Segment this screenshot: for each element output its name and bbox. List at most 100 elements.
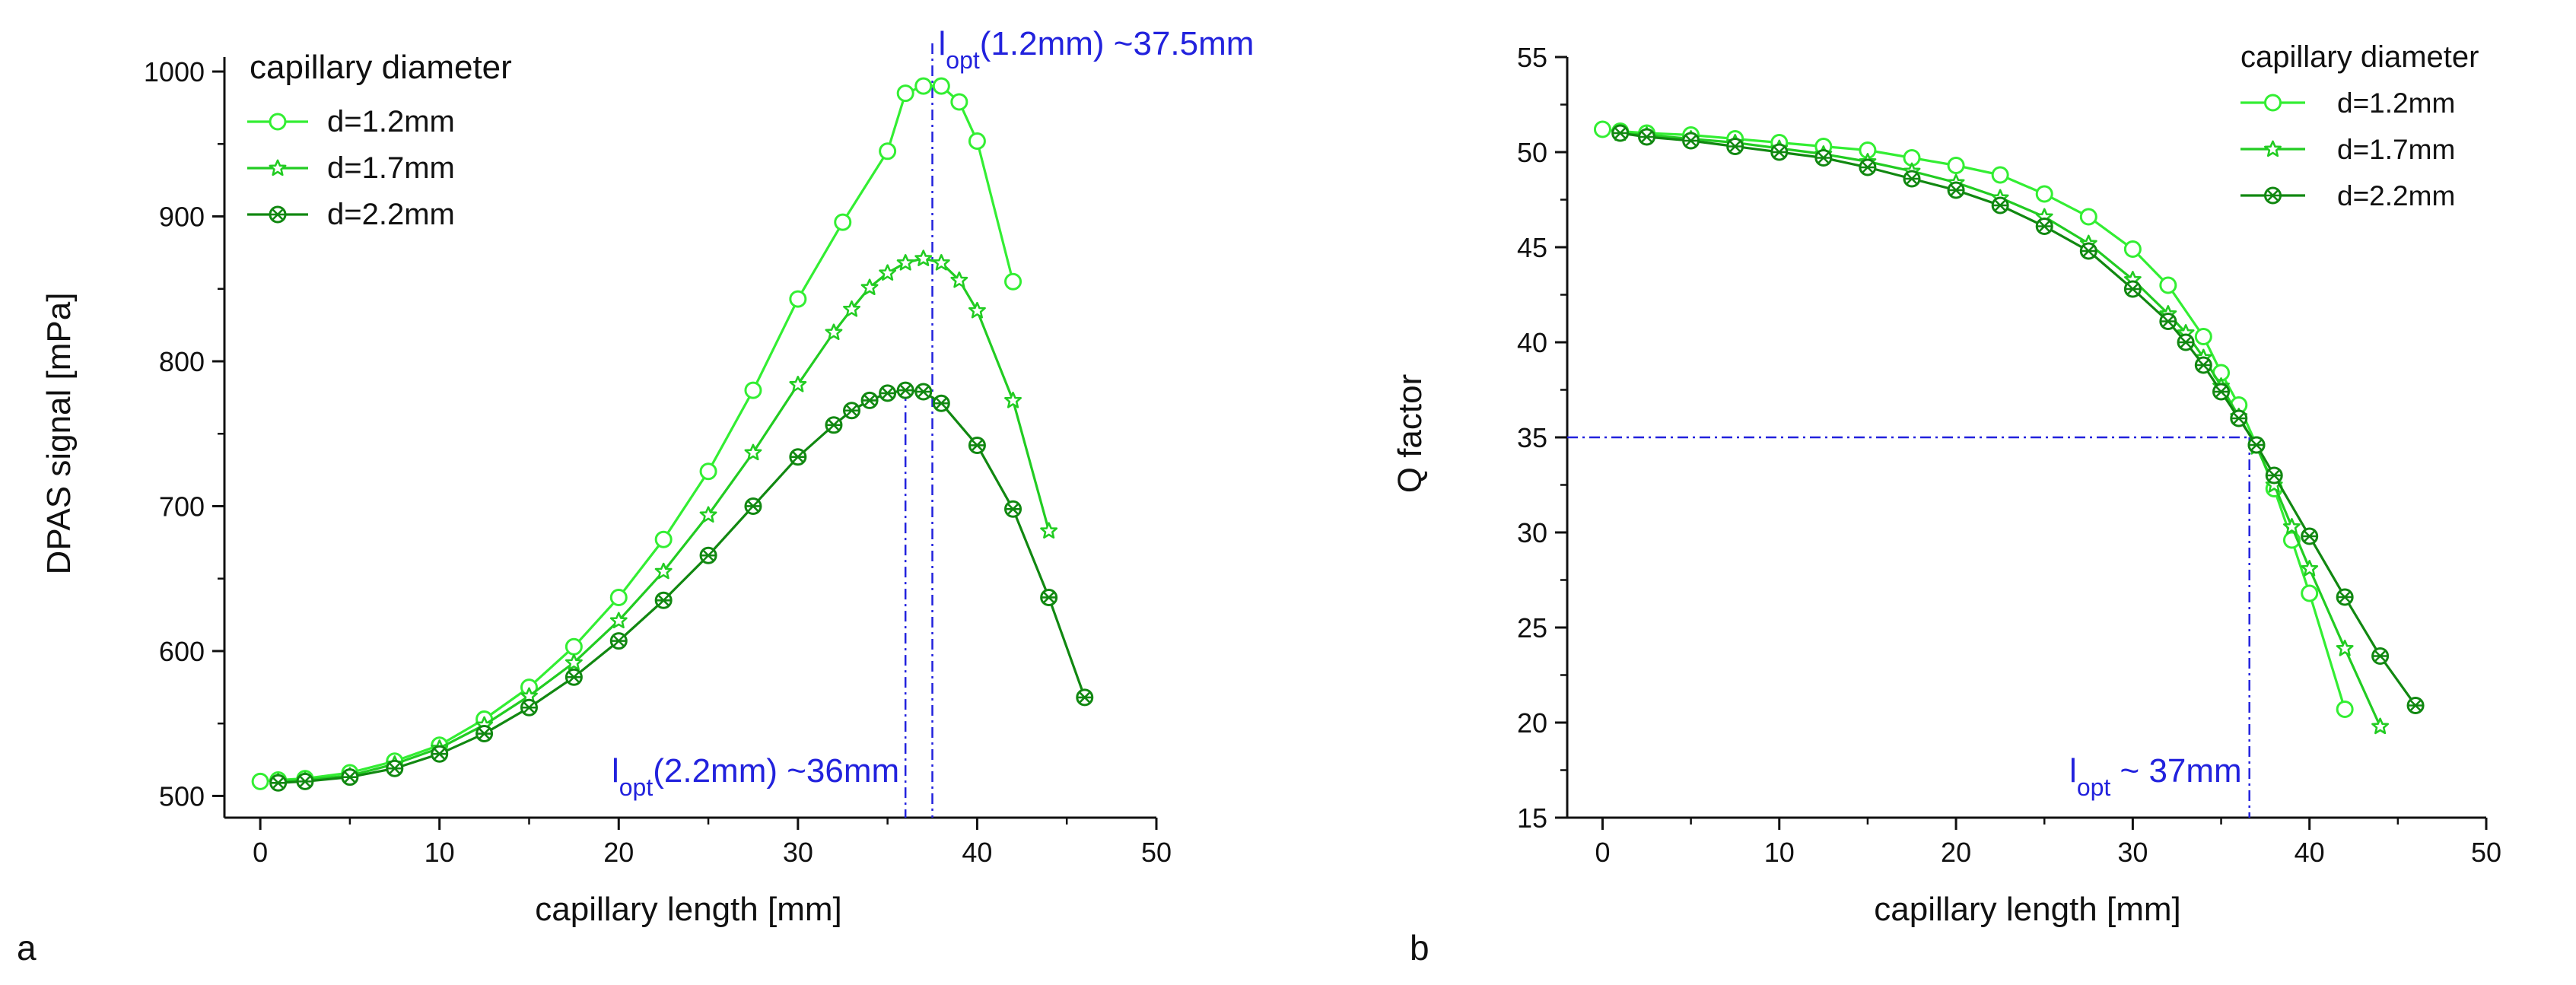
data-point: [1004, 272, 1022, 291]
legend-marker: [269, 113, 287, 131]
data-point: [789, 376, 807, 392]
data-point: [950, 93, 968, 111]
series-line: [259, 84, 1015, 783]
panel-a-axes: 0 10 20 30 40 50 500 600 700 800 900 1000: [144, 56, 1172, 868]
y-tick-label: 55: [1517, 42, 1547, 73]
data-point: [2371, 717, 2390, 735]
data-point: [914, 77, 933, 95]
panel-b-annotations: lopt ~ 37mm: [1567, 436, 2250, 818]
series-line: [1620, 132, 2382, 727]
data-point: [932, 394, 950, 412]
data-point: [1903, 170, 1921, 188]
y-tick-label: 20: [1517, 707, 1547, 739]
x-tick-label: 40: [962, 837, 992, 868]
data-point: [896, 254, 914, 271]
panel-a-legend: capillary diameter d=1.2mm d=1.7mm d=2.2mm: [247, 49, 512, 231]
data-point: [2265, 466, 2283, 485]
legend-label: d=1.2mm: [2337, 87, 2455, 119]
data-point: [654, 591, 673, 609]
data-point: [1947, 181, 1965, 199]
data-point: [879, 142, 897, 160]
data-point: [1726, 138, 1744, 155]
data-point: [2301, 527, 2319, 545]
x-tick-label: 30: [2117, 837, 2148, 868]
legend-label: d=1.2mm: [327, 105, 455, 138]
data-point: [2336, 588, 2354, 606]
data-point: [2035, 185, 2053, 203]
legend-marker: [2264, 186, 2282, 205]
data-point: [1593, 120, 1611, 138]
data-point: [2336, 640, 2354, 656]
data-point: [1004, 391, 1022, 408]
panel-b-legend: capillary diameter d=1.2mm d=1.7mm d=2.2mm: [2240, 40, 2479, 211]
series-d=2.2mm: [269, 381, 1094, 792]
data-point: [1638, 128, 1656, 146]
data-point: [520, 698, 538, 717]
data-point: [2194, 356, 2212, 374]
legend-item: d=2.2mm: [2240, 180, 2455, 211]
x-tick-label: 50: [2471, 837, 2501, 868]
panel-b: 0 10 20 30 40 50 15 20 25 30 35 40 45 50 55 lopt ~ 37m…: [1391, 40, 2501, 968]
legend-label: d=2.2mm: [2337, 180, 2455, 211]
legend-label: d=2.2mm: [327, 198, 455, 231]
data-point: [834, 213, 852, 231]
data-point: [2177, 333, 2195, 351]
lopt-2-2mm-annotation: lopt(2.2mm) ~36mm: [612, 752, 899, 801]
data-point: [1991, 196, 2009, 214]
data-point: [1004, 500, 1022, 518]
x-tick-label: 0: [253, 837, 268, 868]
series-d=1.2mm: [251, 77, 1022, 790]
data-point: [2301, 584, 2319, 602]
data-point: [1947, 157, 1965, 174]
legend-marker: [269, 159, 287, 176]
y-tick-label: 40: [1517, 327, 1547, 358]
x-tick-label: 50: [1141, 837, 1172, 868]
data-point: [789, 448, 807, 466]
series-line: [1620, 132, 2417, 707]
data-point: [1991, 166, 2009, 184]
y-tick-label: 50: [1517, 137, 1547, 168]
panel-a-label: a: [17, 928, 37, 968]
data-point: [843, 402, 861, 420]
legend-label: d=1.7mm: [2337, 134, 2455, 165]
data-point: [1040, 588, 1058, 606]
data-point: [914, 249, 933, 266]
x-tick-label: 10: [1764, 837, 1795, 868]
data-point: [2212, 383, 2231, 401]
legend-item: d=1.7mm: [247, 151, 455, 185]
x-tick-label: 20: [603, 837, 634, 868]
legend-title: capillary diameter: [250, 49, 512, 86]
y-tick-label: 500: [159, 780, 205, 812]
data-point: [386, 759, 404, 777]
data-point: [1859, 158, 1877, 176]
panel-a-annotations: lopt(1.2mm) ~37.5mm lopt(2.2mm) ~36mm: [612, 25, 1254, 818]
data-point: [744, 443, 762, 461]
data-point: [896, 381, 914, 399]
data-point: [860, 391, 879, 409]
data-point: [2247, 436, 2266, 454]
data-point: [2123, 240, 2142, 258]
legend-title: capillary diameter: [2240, 40, 2479, 74]
data-point: [2159, 313, 2177, 330]
y-tick-label: 25: [1517, 612, 1547, 643]
data-point: [609, 588, 628, 606]
series-d=1.7mm: [269, 249, 1058, 790]
y-tick-label: 35: [1517, 422, 1547, 453]
legend-item: d=1.2mm: [2240, 87, 2455, 119]
legend-marker: [2264, 140, 2282, 157]
data-point: [1076, 688, 1094, 707]
y-tick-label: 15: [1517, 802, 1547, 834]
x-tick-label: 30: [783, 837, 813, 868]
data-point: [968, 436, 986, 454]
data-point: [1682, 132, 1700, 150]
data-point: [699, 546, 717, 564]
data-point: [968, 132, 986, 150]
legend-marker: [2264, 94, 2282, 112]
y-tick-label: 800: [159, 346, 205, 377]
legend-marker: [269, 205, 287, 224]
data-point: [1611, 124, 1630, 142]
panel-a-y-axis-label: DPAS signal [mPa]: [40, 293, 78, 575]
data-point: [2194, 328, 2212, 345]
data-point: [968, 301, 986, 319]
